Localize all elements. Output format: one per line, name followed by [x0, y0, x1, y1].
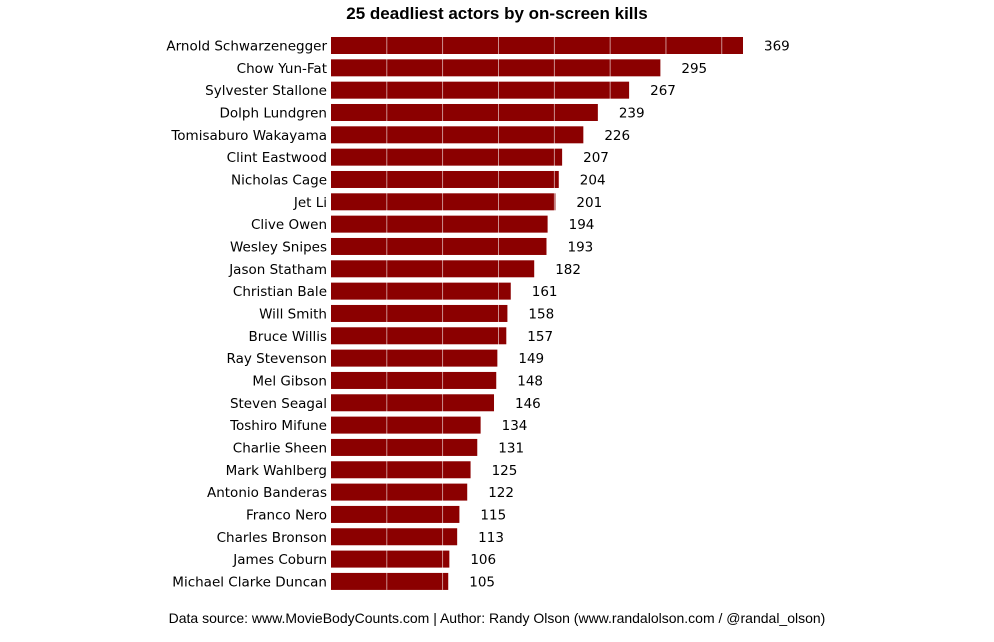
value-label-17: 134	[502, 418, 528, 434]
bar-17	[331, 416, 481, 434]
category-label-10: Jason Statham	[228, 262, 327, 278]
category-label-17: Toshiro Mifune	[229, 418, 327, 434]
bar-14	[331, 349, 498, 367]
category-label-2: Sylvester Stallone	[205, 83, 327, 99]
value-label-19: 125	[492, 463, 518, 479]
category-label-20: Antonio Banderas	[207, 485, 327, 501]
category-label-14: Ray Stevenson	[226, 351, 327, 367]
bar-chart: Arnold Schwarzenegger 369 Chow Yun-Fat 295 S…	[166, 37, 790, 591]
bar-19	[331, 461, 471, 479]
bar-3	[331, 103, 598, 121]
value-label-15: 148	[517, 373, 543, 389]
value-label-11: 161	[532, 284, 558, 300]
bar-16	[331, 394, 495, 412]
bar-6	[331, 170, 559, 188]
value-label-22: 113	[478, 530, 504, 546]
category-label-1: Chow Yun-Fat	[237, 61, 327, 77]
category-label-13: Bruce Willis	[249, 329, 327, 345]
category-label-11: Christian Bale	[233, 284, 327, 300]
grid-layer	[386, 37, 723, 590]
value-label-4: 226	[604, 128, 630, 144]
bar-8	[331, 215, 548, 233]
value-label-9: 193	[567, 239, 593, 255]
bar-20	[331, 483, 468, 501]
value-label-1: 295	[681, 61, 707, 77]
bar-18	[331, 438, 478, 456]
value-label-14: 149	[518, 351, 544, 367]
category-label-12: Will Smith	[259, 306, 327, 322]
value-label-18: 131	[498, 440, 524, 456]
category-label-15: Mel Gibson	[252, 373, 327, 389]
value-label-7: 201	[576, 195, 602, 211]
category-label-4: Tomisaburo Wakayama	[170, 128, 327, 144]
value-label-6: 204	[580, 172, 606, 188]
bar-15	[331, 371, 497, 389]
bar-23	[331, 550, 450, 568]
value-label-12: 158	[528, 306, 554, 322]
bar-7	[331, 193, 556, 211]
category-label-7: Jet Li	[293, 195, 327, 211]
bar-4	[331, 126, 584, 144]
value-label-16: 146	[515, 396, 541, 412]
data-source-footer: Data source: www.MovieBodyCounts.com | A…	[168, 610, 826, 626]
category-label-16: Steven Seagal	[230, 396, 327, 412]
category-label-22: Charles Bronson	[217, 530, 327, 546]
value-label-2: 267	[650, 83, 676, 99]
category-label-18: Charlie Sheen	[233, 440, 327, 456]
value-label-5: 207	[583, 150, 609, 166]
category-label-24: Michael Clarke Duncan	[172, 574, 327, 590]
bar-24	[331, 572, 449, 590]
bar-11	[331, 282, 511, 300]
bar-1	[331, 59, 661, 77]
category-label-6: Nicholas Cage	[231, 172, 327, 188]
category-label-5: Clint Eastwood	[227, 150, 327, 166]
category-label-0: Arnold Schwarzenegger	[166, 39, 327, 55]
bar-5	[331, 148, 563, 166]
bar-10	[331, 260, 535, 278]
value-label-23: 106	[470, 552, 496, 568]
bar-22	[331, 528, 458, 546]
value-label-10: 182	[555, 262, 581, 278]
bar-2	[331, 81, 630, 99]
value-label-21: 115	[480, 507, 506, 523]
category-label-8: Clive Owen	[251, 217, 327, 233]
category-label-3: Dolph Lundgren	[220, 105, 327, 121]
bar-9	[331, 237, 547, 255]
category-label-9: Wesley Snipes	[230, 239, 327, 255]
bar-12	[331, 304, 508, 322]
value-label-24: 105	[469, 574, 495, 590]
bar-21	[331, 505, 460, 523]
chart-title: 25 deadliest actors by on-screen kills	[346, 4, 648, 23]
value-label-13: 157	[527, 329, 553, 345]
bar-13	[331, 327, 507, 345]
value-label-8: 194	[569, 217, 595, 233]
category-label-19: Mark Wahlberg	[226, 463, 327, 479]
category-label-21: Franco Nero	[246, 507, 327, 523]
value-label-3: 239	[619, 105, 645, 121]
labels-layer: Arnold Schwarzenegger 369 Chow Yun-Fat 295 S…	[166, 39, 789, 591]
value-label-0: 369	[764, 39, 790, 55]
value-label-20: 122	[488, 485, 514, 501]
category-label-23: James Coburn	[232, 552, 327, 568]
bar-0	[331, 37, 743, 54]
